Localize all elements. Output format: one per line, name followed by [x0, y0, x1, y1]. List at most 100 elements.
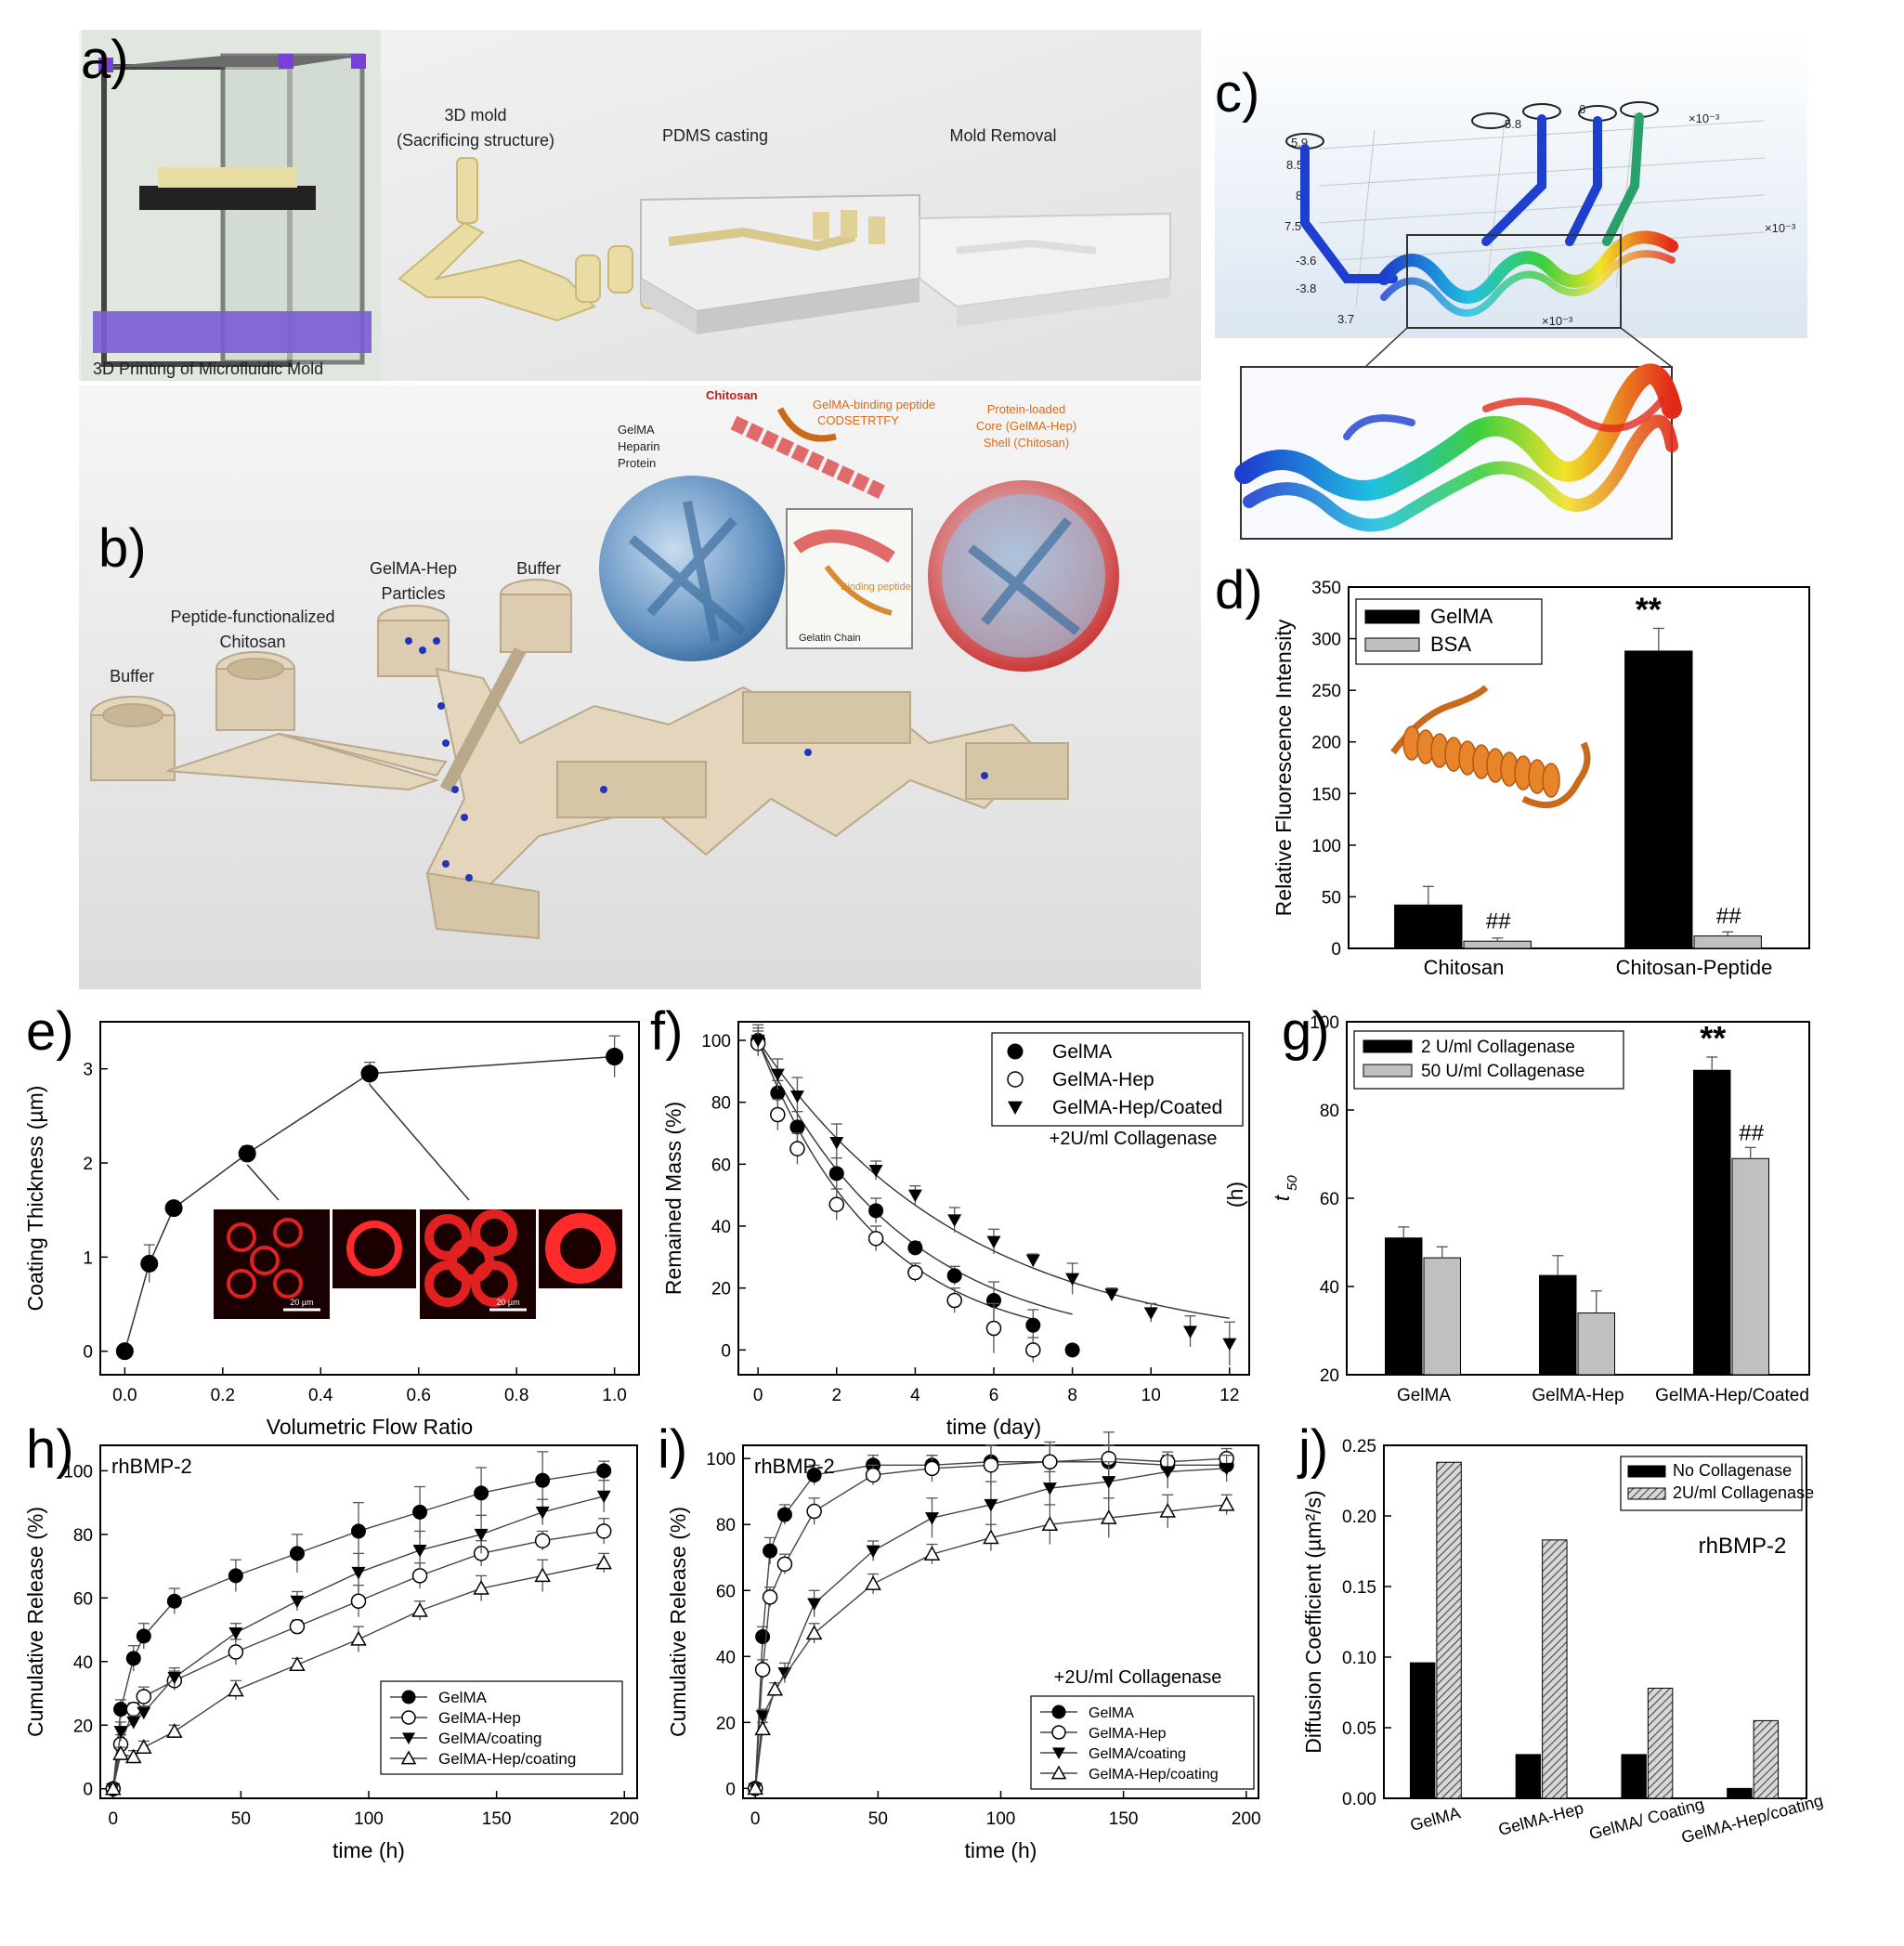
bar-d-gelma: [1394, 904, 1463, 949]
significance-marker-d: ##: [1486, 909, 1511, 934]
y-axis-label-h: Cumulative Release (%): [23, 1507, 47, 1737]
data-point-i: [1160, 1466, 1175, 1479]
data-point-i: [924, 1460, 940, 1477]
data-point-f: [985, 1320, 1002, 1337]
microparticle-ring: [424, 1214, 471, 1260]
x-axis-label-i: time (h): [965, 1838, 1037, 1862]
inlet-label-buffer-1: Buffer: [110, 667, 154, 686]
cfd-zoom-streams: [1234, 363, 1682, 532]
data-point-f-legend: [1008, 1101, 1023, 1115]
data-point-i: [1041, 1516, 1059, 1531]
microparticle-ring-zoom: [346, 1221, 402, 1276]
legend-label-g: 2 U/ml Collagenase: [1421, 1038, 1575, 1057]
legend-swatch-g: [1363, 1064, 1413, 1077]
cfd-zoom-box: [1406, 234, 1622, 329]
inlet-label-gelma-hep: GelMA-Hep: [370, 559, 457, 578]
y-tick-label-j: 0.05: [1342, 1719, 1376, 1739]
panel-b: b) Buffer Peptide-functionalized Chitosa…: [79, 385, 1201, 989]
y-tick-label-d: 50: [1322, 888, 1341, 908]
y-tick-label-g: 60: [1320, 1190, 1339, 1209]
y-tick-label-g: 20: [1320, 1366, 1339, 1386]
data-point-f: [946, 1292, 962, 1309]
data-point-h: [289, 1546, 305, 1561]
data-point-h: [350, 1630, 367, 1646]
plot-frame-j: [1383, 1444, 1807, 1799]
legend-label-i: GelMA/coating: [1089, 1746, 1186, 1762]
cfd-axis-mark-9: 3.7: [1337, 312, 1354, 326]
y-tick-label-f: 80: [711, 1094, 731, 1114]
data-point-h: [113, 1702, 129, 1717]
x-tick-label-i: 200: [1232, 1809, 1261, 1829]
y-axis-label-i: Cumulative Release (%): [666, 1507, 690, 1737]
y-tick-label-i: 100: [706, 1450, 736, 1469]
data-point-e: [606, 1047, 624, 1065]
data-point-h: [166, 1723, 183, 1738]
x-category-label-d: Chitosan-Peptide: [1616, 956, 1773, 979]
bar-g-2-u-ml-collagenase: [1539, 1274, 1577, 1376]
x-axis-label-e: Volumetric Flow Ratio: [267, 1415, 473, 1439]
mold-removal-illustration: [919, 212, 1171, 327]
scale-bar-label: 20 µm: [496, 1298, 519, 1307]
bar-j-2u-ml-collagenase: [1436, 1461, 1462, 1799]
data-point-h: [474, 1485, 489, 1501]
annotation-collagenase-f: +2U/ml Collagenase: [1050, 1129, 1218, 1149]
data-point-h: [534, 1533, 551, 1548]
data-point-e: [164, 1199, 183, 1218]
cfd-axis-mark-6: 7.5: [1285, 219, 1301, 233]
x-tick-label-i: 0: [750, 1809, 761, 1829]
data-point-h: [411, 1601, 428, 1617]
data-point-e: [360, 1064, 379, 1083]
x-category-label-g: GelMA: [1397, 1386, 1451, 1405]
cfd-axis-mark-5: 8: [1296, 189, 1302, 202]
x-category-label-d: Chitosan: [1424, 956, 1505, 979]
data-point-h: [535, 1506, 550, 1520]
y-axis-label-unit-g: (h): [1223, 1182, 1247, 1208]
significance-marker-g: **: [1700, 1019, 1726, 1057]
fit-curve-f: [757, 1039, 1034, 1320]
data-point-h: [136, 1739, 152, 1754]
y-tick-label-d: 150: [1311, 785, 1341, 804]
data-point-f: [828, 1166, 844, 1182]
data-point-i: [983, 1529, 999, 1545]
data-point-i: [925, 1512, 939, 1525]
annotation-arrow-e: [369, 1084, 470, 1201]
y-tick-label-d: 350: [1311, 579, 1341, 598]
bar-j-no-collagenase: [1515, 1754, 1542, 1799]
x-tick-label-f: 4: [910, 1386, 920, 1405]
x-category-label-j: GelMA: [1408, 1803, 1462, 1835]
data-point-f: [868, 1165, 883, 1178]
inlet-label-peptide: Peptide-functionalized: [170, 607, 334, 626]
x-tick-label-e: 0.8: [504, 1386, 528, 1405]
data-point-h: [104, 1780, 122, 1796]
chart-j: j) 0.00 0.05 0.10 0.15 0.20 0.25 GelMA GelMA-Hep…: [1297, 1419, 1825, 1847]
chart-i: i) 0 50 100 150 200 0 20 40 60 80 100 Cumulative Rel…: [658, 1419, 1261, 1862]
caption-pdms-casting: PDMS casting: [662, 126, 768, 145]
data-point-e: [140, 1254, 159, 1273]
inlet-label-particles: Particles: [381, 584, 445, 603]
data-point-i: [983, 1457, 999, 1473]
x-tick-label-e: 1.0: [602, 1386, 626, 1405]
data-point-h: [125, 1651, 141, 1666]
panel-g-letter: g): [1282, 1001, 1330, 1062]
data-point-h: [289, 1618, 306, 1635]
data-point-h: [411, 1568, 428, 1584]
legend-label-i: GelMA-Hep: [1089, 1726, 1167, 1742]
y-tick-label-j: 0.20: [1342, 1508, 1376, 1527]
data-point-h: [136, 1689, 152, 1704]
x-tick-label-h: 0: [108, 1809, 118, 1829]
legend-swatch-d: [1364, 609, 1420, 624]
data-point-h: [474, 1528, 489, 1542]
chart-d: d) 0 50 100 150 200 250 300 350 Chitosan Chitosan-…: [1215, 560, 1810, 979]
series-line-i: [754, 1461, 1227, 1789]
series-line-h: [112, 1469, 605, 1789]
label-gelatin-chain: Gelatin Chain: [799, 633, 861, 644]
data-point-h: [228, 1626, 243, 1640]
bar-j-no-collagenase: [1409, 1662, 1436, 1799]
bar-d-gelma: [1624, 650, 1693, 949]
microparticle-ring: [471, 1209, 517, 1256]
x-tick-label-i: 50: [868, 1809, 888, 1829]
y-tick-label-f: 20: [711, 1280, 731, 1300]
legend-label-j: 2U/ml Collagenase: [1673, 1483, 1814, 1502]
x-tick-label-h: 100: [354, 1809, 384, 1829]
data-point-h: [595, 1523, 612, 1539]
